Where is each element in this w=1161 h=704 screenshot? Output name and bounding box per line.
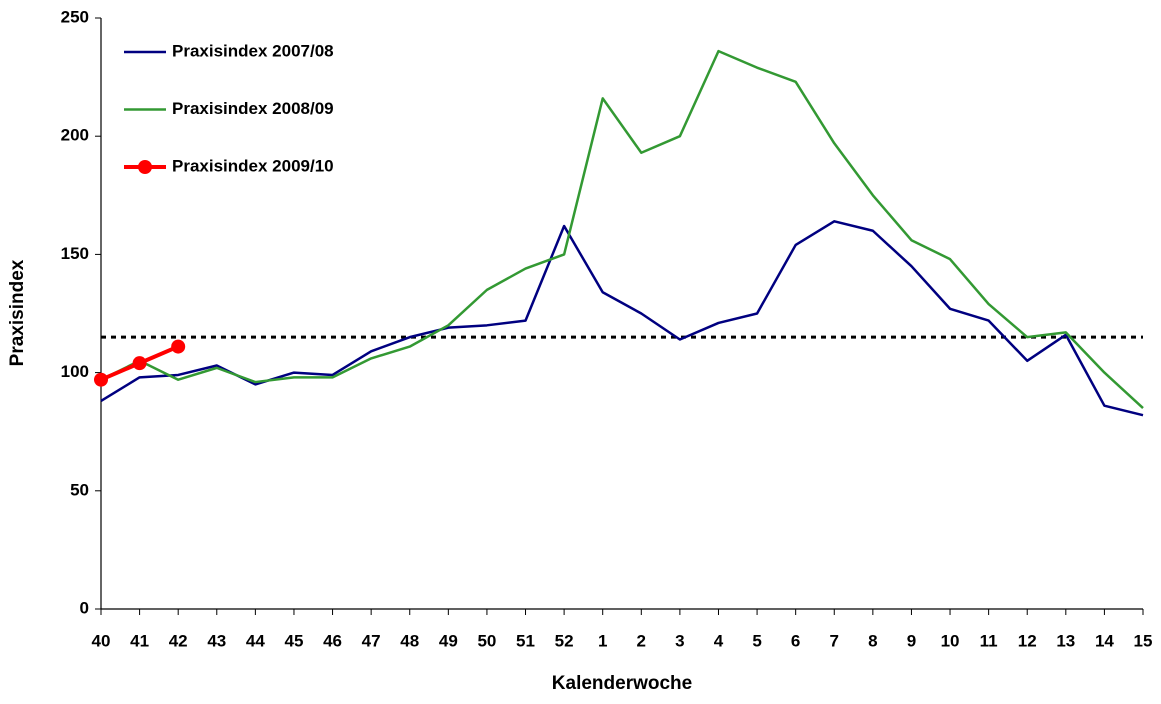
x-tick-label: 12 [1018, 631, 1037, 650]
x-tick-label: 1 [598, 631, 607, 650]
x-tick-label: 11 [980, 631, 998, 650]
y-tick-label: 150 [61, 244, 89, 263]
legend-marker [138, 160, 152, 174]
y-axis-title: Praxisindex [7, 259, 28, 366]
series-line [100, 220, 1144, 417]
x-tick-label: 48 [400, 631, 419, 650]
x-tick-label: 8 [868, 631, 877, 650]
y-tick-label: 50 [70, 480, 89, 499]
x-tick-label: 2 [637, 631, 646, 650]
legend-label: Praxisindex 2007/08 [172, 41, 334, 60]
x-tick-label: 13 [1056, 631, 1075, 650]
x-tick-label: 51 [516, 631, 535, 650]
y-tick-label: 250 [61, 7, 89, 26]
x-tick-label: 43 [207, 631, 226, 650]
y-tick-label: 100 [61, 362, 89, 381]
point [171, 339, 186, 354]
y-tick-label: 200 [61, 126, 89, 145]
x-tick-label: 40 [92, 631, 111, 650]
x-tick-label: 15 [1134, 631, 1153, 650]
x-axis-title: Kalenderwoche [552, 673, 692, 694]
x-tick-label: 7 [830, 631, 839, 650]
x-tick-label: 42 [169, 631, 188, 650]
series-line [100, 49, 1144, 409]
x-tick-label: 10 [941, 631, 960, 650]
x-tick-label: 3 [675, 631, 684, 650]
x-tick-label: 52 [555, 631, 574, 650]
x-tick-label: 49 [439, 631, 458, 650]
x-tick-label: 47 [362, 631, 381, 650]
x-tick-label: 46 [323, 631, 342, 650]
x-tick-label: 50 [477, 631, 496, 650]
x-tick-label: 9 [907, 631, 916, 650]
legend-label: Praxisindex 2008/09 [172, 99, 334, 118]
x-tick-label: 4 [714, 631, 724, 650]
x-tick-label: 5 [752, 631, 761, 650]
x-tick-label: 45 [285, 631, 304, 650]
point [132, 356, 147, 371]
legend-label: Praxisindex 2009/10 [172, 156, 334, 175]
x-tick-label: 14 [1095, 631, 1114, 650]
x-tick-label: 6 [791, 631, 800, 650]
x-tick-label: 44 [246, 631, 265, 650]
y-tick-label: 0 [80, 598, 89, 617]
point [94, 372, 108, 387]
x-tick-label: 41 [130, 631, 149, 650]
